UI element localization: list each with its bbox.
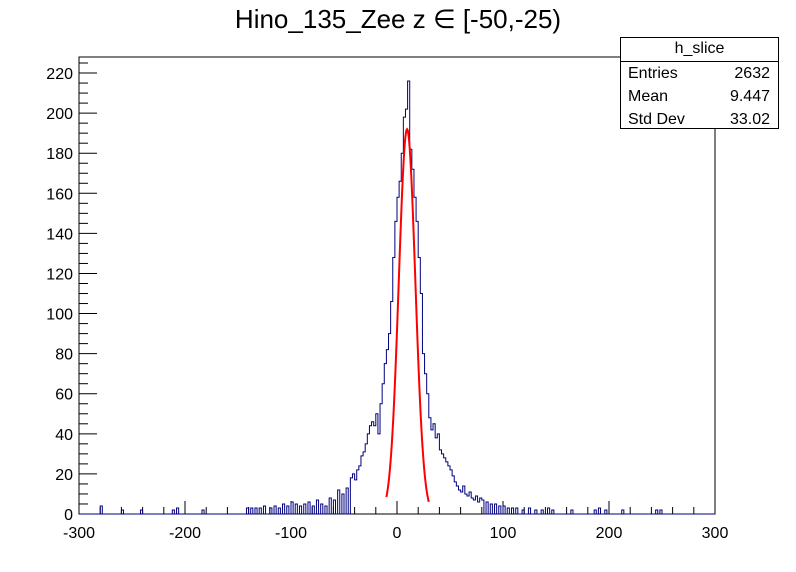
x-tick-label: 200 bbox=[596, 525, 623, 542]
y-tick-label: 200 bbox=[46, 106, 73, 123]
x-tick-label: 0 bbox=[393, 525, 402, 542]
histogram-series bbox=[79, 80, 715, 515]
y-tick-label: 180 bbox=[46, 146, 73, 163]
y-tick-label: 40 bbox=[55, 427, 73, 444]
axis-tick-labels: -300 -200 -100 0 100 200 300 0 20 40 60 80 100 120 140… bbox=[46, 66, 728, 542]
chart-title: Hino_135_Zee z ∈ [-50,-25) bbox=[234, 4, 562, 34]
stats-row-entries: Entries 2632 bbox=[621, 62, 778, 85]
y-tick-label: 140 bbox=[46, 226, 73, 243]
stats-value: 9.447 bbox=[729, 88, 770, 105]
axis-ticks bbox=[78, 62, 716, 515]
stats-label: Entries bbox=[628, 65, 678, 82]
x-tick-label: 100 bbox=[490, 525, 517, 542]
y-tick-label: 220 bbox=[46, 66, 73, 83]
y-tick-label: 20 bbox=[55, 467, 73, 484]
stats-box: h_slice Entries 2632 Mean 9.447 Std Dev … bbox=[620, 37, 779, 129]
stats-value: 2632 bbox=[734, 65, 770, 82]
x-tick-label: -100 bbox=[275, 525, 307, 542]
x-tick-label: 300 bbox=[702, 525, 729, 542]
x-tick-label: -300 bbox=[63, 525, 95, 542]
gaussian-fit-curve bbox=[385, 127, 430, 503]
y-tick-label: 100 bbox=[46, 307, 73, 324]
x-tick-label: -200 bbox=[169, 525, 201, 542]
stats-row-mean: Mean 9.447 bbox=[621, 85, 778, 108]
y-tick-label: 0 bbox=[64, 507, 73, 524]
stats-label: Std Dev bbox=[628, 111, 685, 128]
y-tick-label: 120 bbox=[46, 266, 73, 283]
stats-row-std-dev: Std Dev 33.02 bbox=[621, 108, 778, 131]
stats-value: 33.02 bbox=[729, 111, 770, 128]
y-tick-label: 160 bbox=[46, 186, 73, 203]
y-tick-label: 80 bbox=[55, 347, 73, 364]
y-tick-label: 60 bbox=[55, 387, 73, 404]
stats-label: Mean bbox=[628, 88, 669, 105]
stats-box-title: h_slice bbox=[621, 38, 778, 62]
